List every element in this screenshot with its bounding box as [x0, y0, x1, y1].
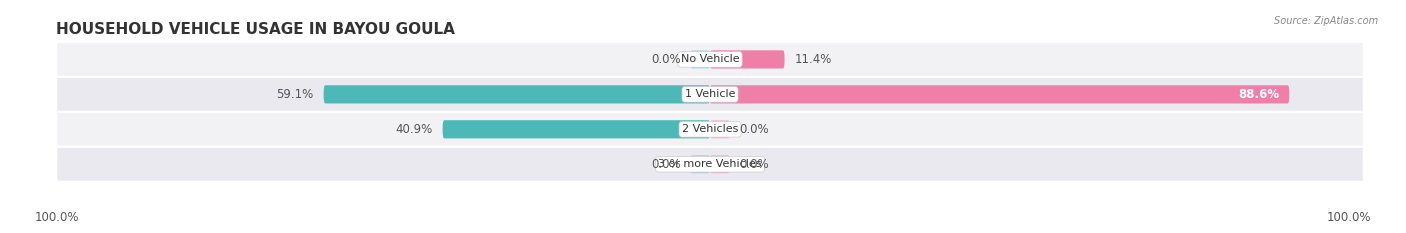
FancyBboxPatch shape	[56, 147, 1364, 182]
Text: 1 Vehicle: 1 Vehicle	[685, 89, 735, 99]
FancyBboxPatch shape	[56, 42, 1364, 77]
Text: No Vehicle: No Vehicle	[681, 55, 740, 64]
FancyBboxPatch shape	[690, 50, 710, 69]
Text: 59.1%: 59.1%	[277, 88, 314, 101]
Text: 100.0%: 100.0%	[35, 211, 80, 224]
Text: HOUSEHOLD VEHICLE USAGE IN BAYOU GOULA: HOUSEHOLD VEHICLE USAGE IN BAYOU GOULA	[56, 22, 456, 37]
FancyBboxPatch shape	[710, 50, 785, 69]
FancyBboxPatch shape	[443, 120, 710, 138]
Text: 88.6%: 88.6%	[1239, 88, 1279, 101]
Text: 3 or more Vehicles: 3 or more Vehicles	[658, 159, 762, 169]
Text: 100.0%: 100.0%	[1326, 211, 1371, 224]
FancyBboxPatch shape	[710, 120, 730, 138]
Text: 11.4%: 11.4%	[794, 53, 832, 66]
Text: 40.9%: 40.9%	[395, 123, 433, 136]
Text: 0.0%: 0.0%	[740, 158, 769, 171]
FancyBboxPatch shape	[690, 155, 710, 173]
FancyBboxPatch shape	[323, 85, 710, 103]
Text: 0.0%: 0.0%	[740, 123, 769, 136]
FancyBboxPatch shape	[710, 155, 730, 173]
Text: 2 Vehicles: 2 Vehicles	[682, 124, 738, 134]
Text: 0.0%: 0.0%	[651, 53, 681, 66]
Text: 0.0%: 0.0%	[651, 158, 681, 171]
Legend: Owner-occupied, Renter-occupied: Owner-occupied, Renter-occupied	[581, 230, 839, 233]
FancyBboxPatch shape	[56, 112, 1364, 147]
FancyBboxPatch shape	[56, 77, 1364, 112]
FancyBboxPatch shape	[710, 85, 1289, 103]
Text: Source: ZipAtlas.com: Source: ZipAtlas.com	[1274, 16, 1378, 26]
